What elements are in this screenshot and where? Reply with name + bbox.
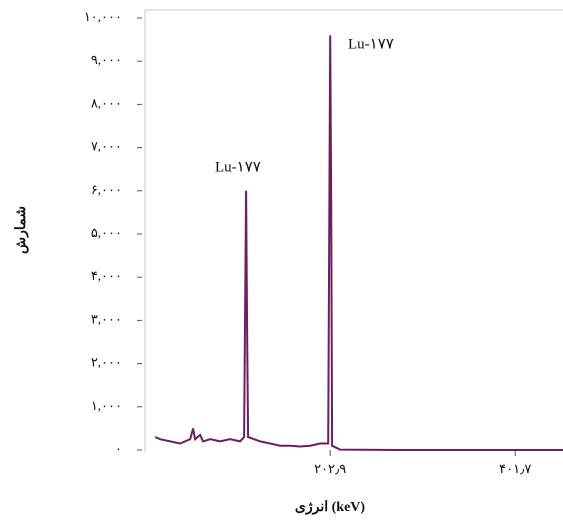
annotation: Lu-۱۷۷ [215, 159, 261, 175]
spectrum-line [154, 35, 563, 451]
y-tick-label: ۴,۰۰۰ [91, 268, 122, 283]
y-tick-label: ۶,۰۰۰ [91, 182, 122, 197]
y-tick-label: ۹,۰۰۰ [91, 52, 122, 67]
y-axis-label: شمارش [14, 206, 29, 254]
y-tick-label: ۰ [115, 441, 122, 456]
annotation: Lu-۱۷۷ [348, 36, 394, 52]
x-tick-label: ۴۰۱٫۷ [499, 461, 531, 476]
y-tick-label: ۷,۰۰۰ [91, 139, 122, 154]
y-tick-label: ۱,۰۰۰ [91, 398, 122, 413]
y-tick-label: ۵,۰۰۰ [91, 225, 122, 240]
y-tick-label: ۲,۰۰۰ [91, 355, 122, 370]
y-tick-label: ۱۰,۰۰۰ [84, 9, 122, 24]
annotation-box [344, 35, 414, 55]
x-axis-label: انرژی (keV) [295, 500, 366, 515]
y-tick-label: ۳,۰۰۰ [91, 311, 122, 326]
annotation-box [211, 158, 281, 178]
x-tick-label: ۲۰۲٫۹ [314, 461, 346, 476]
y-tick-label: ۸,۰۰۰ [91, 95, 122, 110]
